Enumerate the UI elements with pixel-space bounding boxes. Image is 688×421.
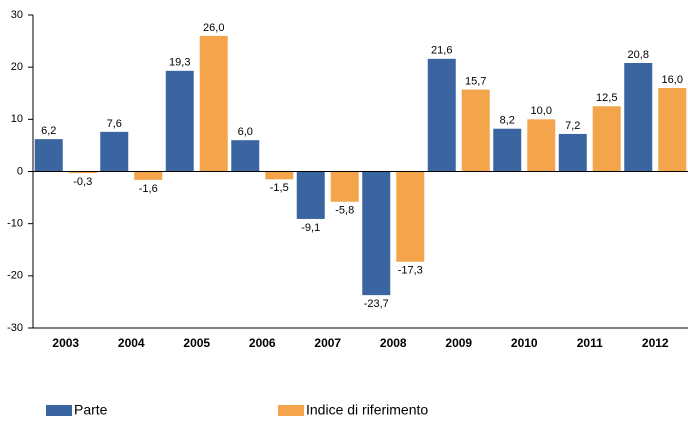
bar	[558, 133, 587, 172]
value-label: 6,0	[238, 126, 253, 138]
bar	[68, 171, 97, 174]
bar	[658, 88, 687, 172]
x-tick-label: 2009	[445, 336, 472, 350]
value-label: 20,8	[628, 49, 649, 61]
y-tick-label: -30	[7, 322, 23, 334]
bar	[330, 171, 359, 202]
value-label: -1,6	[139, 183, 158, 195]
value-label: 12,5	[596, 92, 617, 104]
legend-label: Parte	[74, 402, 108, 418]
bar	[165, 70, 194, 172]
legend-swatch	[278, 405, 304, 416]
value-label: 7,6	[107, 118, 122, 130]
bar	[199, 35, 228, 172]
x-tick-label: 2008	[380, 336, 407, 350]
x-tick-label: 2004	[118, 336, 145, 350]
y-tick-label: 10	[11, 113, 23, 125]
bar	[296, 171, 325, 219]
x-tick-label: 2011	[577, 336, 603, 350]
value-label: -5,8	[335, 205, 354, 217]
bar	[493, 128, 522, 172]
value-label: -23,7	[364, 298, 389, 310]
x-tick-label: 2005	[183, 336, 210, 350]
y-tick-label: 0	[17, 165, 23, 177]
x-tick-label: 2012	[642, 336, 669, 350]
bar	[396, 171, 425, 262]
value-label: 8,2	[500, 115, 515, 127]
y-tick-label: -10	[7, 218, 23, 230]
value-label: 26,0	[203, 22, 224, 34]
y-tick-label: 30	[11, 9, 23, 21]
value-label: -9,1	[301, 222, 320, 234]
value-label: 21,6	[431, 45, 452, 57]
bar	[461, 89, 490, 172]
bar	[100, 131, 129, 172]
bar	[427, 58, 456, 172]
bar	[34, 139, 63, 172]
x-tick-label: 2003	[52, 336, 79, 350]
legend-swatch	[46, 405, 72, 416]
legend-label: Indice di riferimento	[306, 402, 428, 418]
value-label: 10,0	[531, 105, 552, 117]
x-tick-label: 2010	[511, 336, 538, 350]
bar	[134, 171, 163, 180]
x-tick-label: 2006	[249, 336, 276, 350]
y-tick-label: 20	[11, 61, 23, 73]
bar	[592, 106, 621, 172]
bar	[362, 171, 391, 296]
value-label: 6,2	[41, 125, 56, 137]
y-tick-label: -20	[7, 270, 23, 282]
value-label: 15,7	[465, 76, 486, 88]
value-label: 7,2	[565, 120, 580, 132]
x-tick-label: 2007	[314, 336, 341, 350]
value-label: 19,3	[169, 57, 190, 69]
value-label: -1,5	[270, 182, 289, 194]
bar	[265, 171, 294, 180]
bar	[527, 119, 556, 172]
value-label: -0,3	[73, 176, 92, 188]
bar	[231, 140, 260, 172]
value-label: 16,0	[662, 74, 683, 86]
bar	[624, 62, 653, 172]
value-label: -17,3	[398, 265, 423, 277]
